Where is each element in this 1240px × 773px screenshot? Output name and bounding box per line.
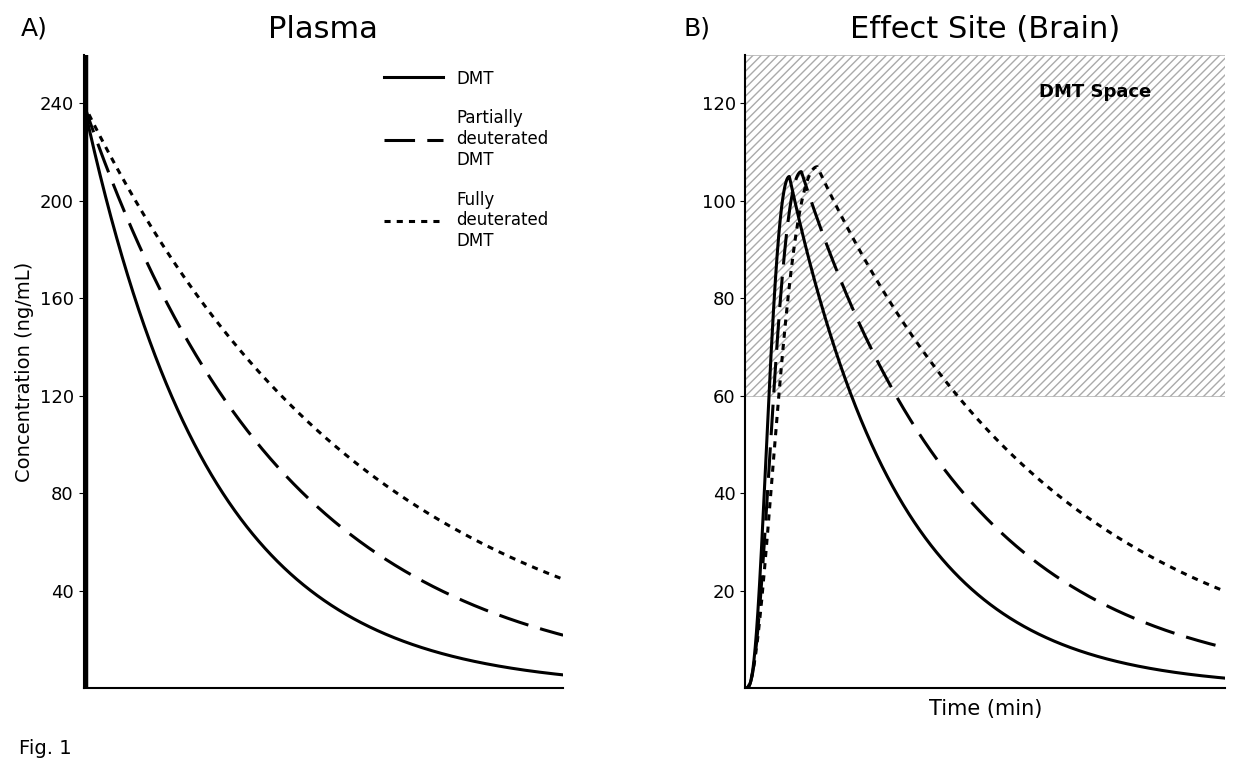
Line: DMT: DMT [83,104,563,675]
Partially
deuterated
DMT [454,595,469,604]
Fully
deuterated
DMT [454,528,469,537]
Partially
deuterated
DMT [296,489,311,499]
Y-axis label: Concentration (ng/mL): Concentration (ng/mL) [15,261,33,482]
Title: Plasma: Plasma [268,15,378,44]
Line: Fully
deuterated
DMT: Fully deuterated DMT [83,104,563,579]
Partially
deuterated
DMT [542,627,557,636]
Title: Effect Site (Brain): Effect Site (Brain) [851,15,1120,44]
DMT [556,670,570,679]
Text: DMT Space: DMT Space [1039,83,1152,101]
Legend: DMT, Partially
deuterated
DMT, Fully
deuterated
DMT: DMT, Partially deuterated DMT, Fully deu… [377,63,554,257]
Fully
deuterated
DMT [309,425,324,434]
Fully
deuterated
DMT [296,414,311,423]
DMT [454,654,469,663]
Text: B): B) [683,17,711,41]
DMT [542,669,557,678]
Partially
deuterated
DMT [542,627,557,636]
Fully
deuterated
DMT [542,569,557,578]
Text: Fig. 1: Fig. 1 [19,738,71,758]
DMT [76,99,91,108]
Fully
deuterated
DMT [556,574,570,584]
Partially
deuterated
DMT [76,99,91,108]
DMT [100,201,115,210]
Fully
deuterated
DMT [76,99,91,108]
Partially
deuterated
DMT [100,166,115,175]
DMT [309,591,324,600]
Text: A): A) [21,17,48,41]
Partially
deuterated
DMT [309,502,324,511]
Fully
deuterated
DMT [542,569,557,578]
Fully
deuterated
DMT [100,147,115,156]
Partially
deuterated
DMT [556,631,570,640]
DMT [542,669,557,678]
X-axis label: Time (min): Time (min) [929,700,1042,720]
DMT [296,581,311,590]
Line: Partially
deuterated
DMT: Partially deuterated DMT [83,104,563,635]
